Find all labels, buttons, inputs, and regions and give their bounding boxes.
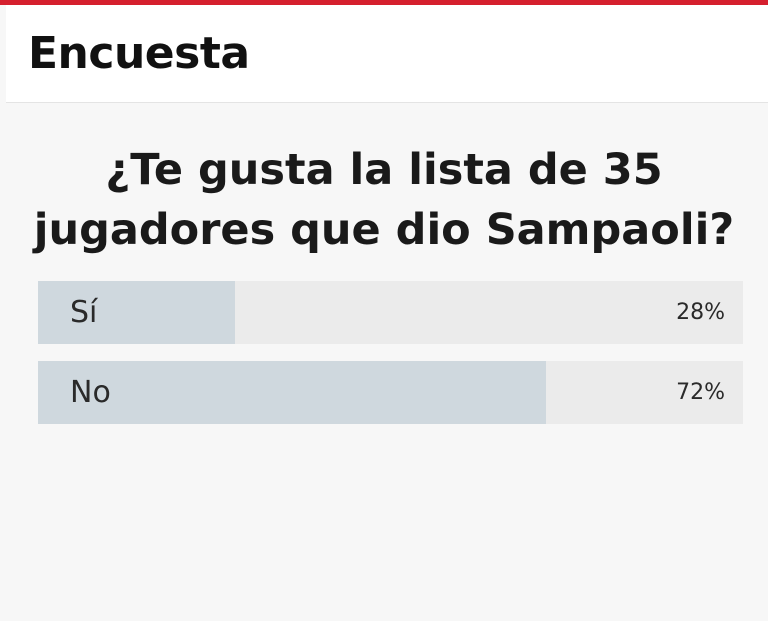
poll-header: Encuesta [6, 5, 768, 103]
poll-option-label: Sí [70, 295, 98, 330]
poll-option-bar [38, 281, 236, 344]
poll-option-percent: 28% [676, 300, 725, 325]
poll-option-si[interactable]: Sí 28% [38, 281, 743, 344]
poll-question: ¿Te gusta la lista de 35 jugadores que d… [33, 145, 735, 255]
poll-option-label: No [70, 375, 111, 410]
accent-bar [0, 0, 768, 5]
poll-option-bar [38, 361, 546, 424]
poll-title: Encuesta [28, 28, 250, 79]
poll-option-no[interactable]: No 72% [38, 361, 743, 424]
poll-option-percent: 72% [676, 380, 725, 405]
